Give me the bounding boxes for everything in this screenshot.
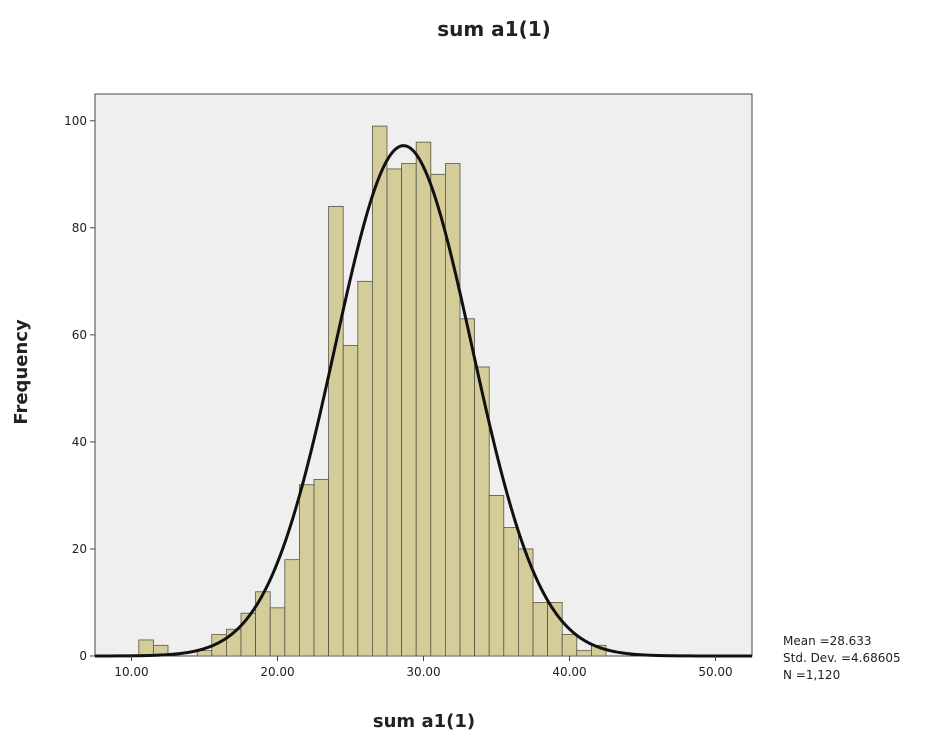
histogram-bar: [488, 495, 505, 657]
y-tick-label: 20: [72, 542, 87, 556]
y-tick-label: 60: [72, 328, 87, 342]
histogram-bar: [386, 168, 403, 657]
histogram-bar: [415, 141, 432, 657]
histogram-bar: [459, 318, 476, 657]
y-tick-label: 100: [64, 114, 87, 128]
x-axis: 10.00 20.00 30.00 40.00 50.00: [114, 656, 733, 679]
histogram-bar: [342, 345, 359, 657]
histogram-bar: [401, 163, 417, 657]
x-tick-label: 10.00: [114, 665, 148, 679]
stat-std-dev: Std. Dev. =4.68605: [783, 651, 901, 665]
histogram-bar: [576, 650, 592, 657]
histogram-bar: [357, 280, 373, 657]
y-axis-title: Frequency: [11, 319, 32, 425]
normal-curve: [95, 144, 752, 658]
y-axis: 0 20 40 60 80 100: [64, 114, 95, 663]
histogram-bar: [313, 478, 330, 657]
stat-n: N =1,120: [783, 668, 840, 682]
histogram-bar: [371, 125, 388, 657]
y-tick-label: 40: [72, 435, 87, 449]
histogram-bar: [298, 484, 315, 657]
x-tick-label: 30.00: [406, 665, 440, 679]
histogram-bar: [269, 607, 286, 657]
histogram-bar: [138, 639, 154, 657]
histogram-bar: [284, 559, 300, 657]
stat-mean: Mean =28.633: [783, 634, 872, 648]
histogram-bar: [328, 205, 344, 657]
histogram-bar: [240, 612, 257, 657]
histogram-bar: [503, 527, 519, 657]
x-axis-title: sum a1(1): [373, 711, 475, 732]
x-tick-label: 50.00: [698, 665, 732, 679]
histogram-bar: [561, 634, 578, 657]
x-tick-label: 20.00: [260, 665, 294, 679]
chart-title: sum a1(1): [437, 17, 551, 41]
bars-group: [138, 125, 607, 657]
histogram-bar: [532, 602, 549, 657]
histogram-bar: [430, 173, 446, 657]
x-tick-label: 40.00: [552, 665, 586, 679]
y-tick-label: 80: [72, 221, 87, 235]
y-tick-label: 0: [79, 649, 87, 663]
